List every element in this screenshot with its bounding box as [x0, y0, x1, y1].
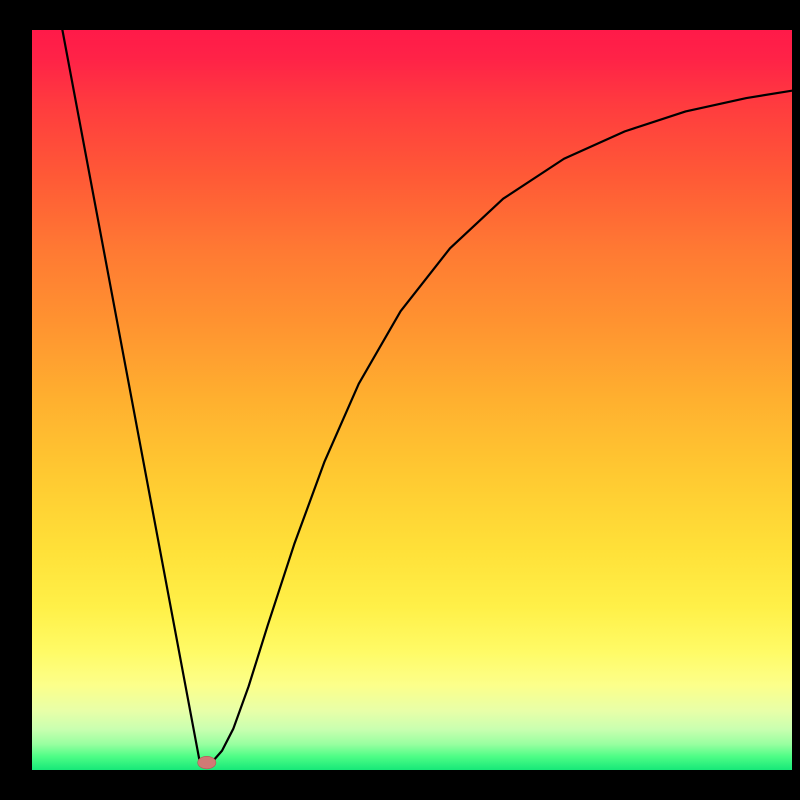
plot-area: [32, 30, 792, 770]
plot-svg: [32, 30, 792, 770]
gradient-background: [32, 30, 792, 770]
chart-frame: TheBottleneck.com: [0, 0, 800, 800]
optimum-marker: [198, 756, 216, 769]
